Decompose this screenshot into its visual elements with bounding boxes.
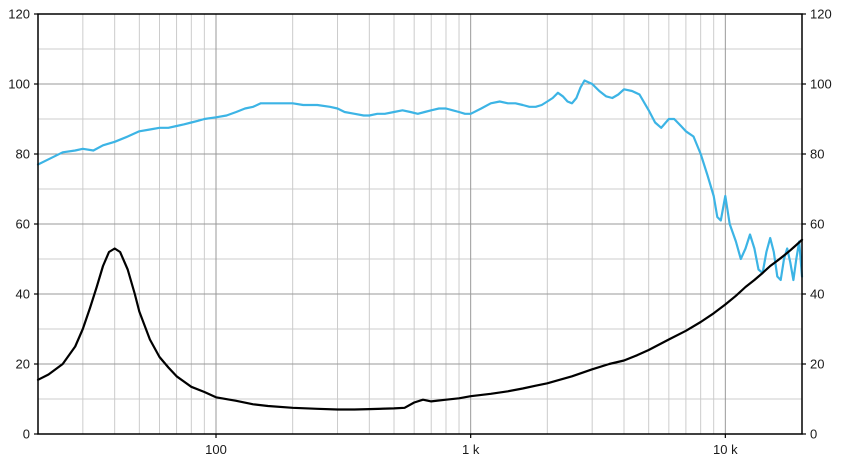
y-axis-label-right: 60	[810, 217, 824, 232]
y-axis-label-left: 60	[16, 217, 30, 232]
axis-ticks	[34, 13, 806, 438]
y-axis-label-right: 80	[810, 147, 824, 162]
y-axis-label-left: 0	[23, 427, 30, 442]
series-frequency-response	[36, 79, 804, 282]
y-axis-label-left: 40	[16, 287, 30, 302]
y-axis-label-right: 0	[810, 427, 817, 442]
series-impedance	[36, 238, 804, 411]
y-axis-label-right: 100	[810, 77, 832, 92]
x-axis-label: 100	[205, 442, 227, 457]
x-axis-label: 1 k	[462, 442, 480, 457]
x-axis-label: 10 k	[713, 442, 738, 457]
y-axis-label-right: 40	[810, 287, 824, 302]
y-axis-label-left: 100	[8, 77, 30, 92]
y-axis-label-left: 20	[16, 357, 30, 372]
axis-labels: 0 0 20 20 40 40 60 60 80 80 100 100 120 120 100 1 k 10 k	[8, 7, 831, 458]
y-axis-label-left: 120	[8, 7, 30, 22]
y-axis-label-left: 80	[16, 147, 30, 162]
y-axis-label-right: 120	[810, 7, 832, 22]
y-axis-label-right: 20	[810, 357, 824, 372]
